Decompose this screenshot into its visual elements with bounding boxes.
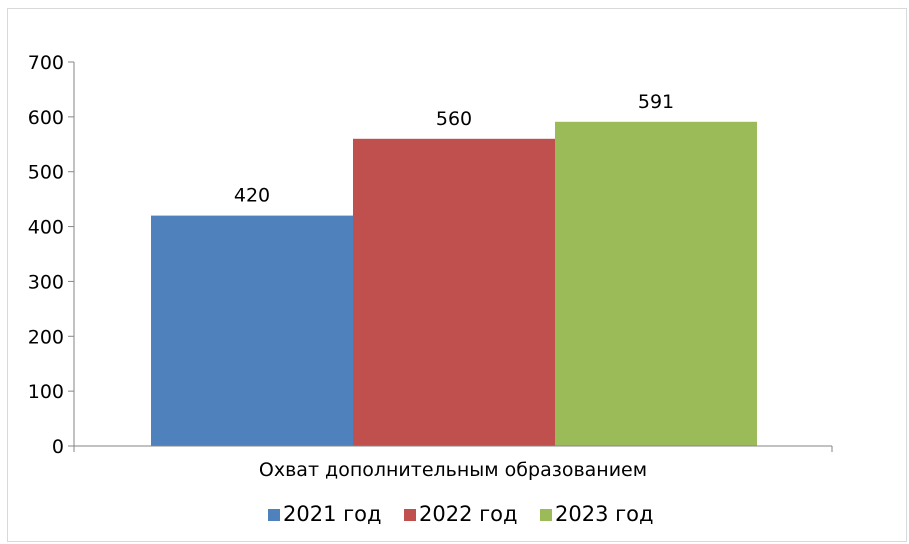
y-tick-label: 700 bbox=[28, 52, 64, 74]
data-label-2: 560 bbox=[436, 108, 472, 130]
data-label-1: 420 bbox=[234, 185, 270, 207]
y-axis: 0 100 200 300 400 500 600 700 bbox=[28, 52, 75, 458]
bars bbox=[151, 121, 757, 447]
bar-2 bbox=[353, 138, 555, 447]
legend-swatch-2 bbox=[404, 509, 416, 521]
y-tick-label: 0 bbox=[52, 436, 64, 458]
y-tick-label: 500 bbox=[28, 162, 64, 184]
legend-label-3: 2023 год bbox=[555, 502, 654, 526]
legend-swatch-3 bbox=[540, 509, 552, 521]
data-labels: 420 560 591 bbox=[234, 91, 674, 207]
y-tick-label: 400 bbox=[28, 217, 64, 239]
y-tick-label: 600 bbox=[28, 107, 64, 129]
bar-1 bbox=[151, 215, 353, 446]
y-tick-label: 200 bbox=[28, 326, 64, 348]
bar-3 bbox=[555, 121, 757, 447]
y-tick-label: 100 bbox=[28, 381, 64, 403]
legend-label-2: 2022 год bbox=[419, 502, 518, 526]
legend: 2021 год 2022 год 2023 год bbox=[268, 502, 654, 526]
legend-swatch-1 bbox=[268, 509, 280, 521]
y-tick-label: 300 bbox=[28, 271, 64, 293]
data-label-3: 591 bbox=[638, 91, 674, 113]
x-category-label: Охват дополнительным образованием bbox=[259, 459, 647, 481]
x-axis: Охват дополнительным образованием bbox=[73, 445, 833, 481]
legend-label-1: 2021 год bbox=[283, 502, 382, 526]
